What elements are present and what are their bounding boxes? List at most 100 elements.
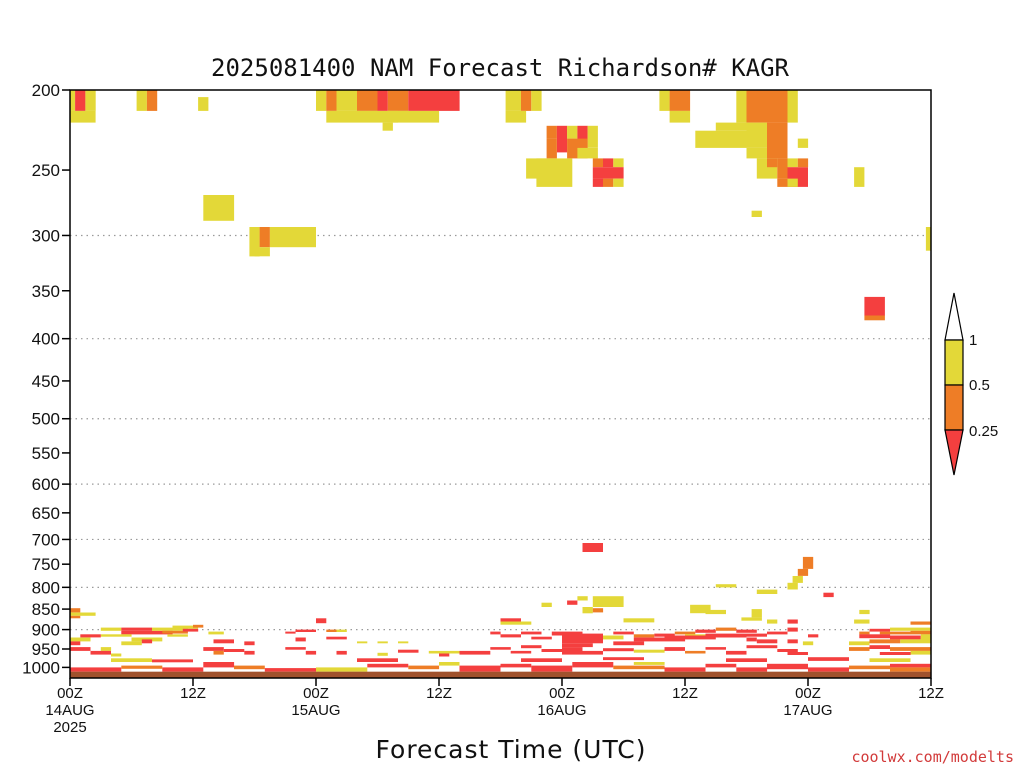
heatmap-cell [751,609,762,618]
heatmap-cell [767,619,778,624]
heatmap-cell [777,649,798,652]
heatmap-cell [577,596,588,601]
heatmap-cell [613,631,634,635]
heatmap-cell [603,635,624,640]
heatmap-cell [80,634,101,638]
heatmap-cell [198,97,209,111]
heatmap-cell [70,647,91,651]
heatmap-cell [521,645,542,649]
legend-level-label: 1 [969,332,977,349]
heatmap-cell [398,649,419,653]
credit-link[interactable]: coolwx.com/modelts [851,748,1014,766]
heatmap-cell [121,627,153,631]
heatmap-cell [326,90,337,111]
grid-lines [70,234,931,631]
heatmap-cell [854,167,865,187]
x-tick-label: 12Z [426,685,452,702]
heatmap-cell [869,628,890,632]
heatmap-cell [70,90,76,111]
heatmap-cell [746,637,757,642]
heatmap-cell [802,641,814,646]
plot-frame [69,89,932,679]
heatmap-cell [326,636,347,640]
heatmap-cell [408,90,460,111]
heatmap-cell [705,609,726,615]
heatmap-cell [316,618,327,624]
heatmap-cell [531,636,552,640]
heatmap-cell [357,658,398,662]
x-tick-label: 15AUG [291,702,340,719]
heatmap-cell [792,576,803,583]
y-tick-label: 500 [32,410,60,429]
heatmap-cell [869,658,911,662]
x-tick-label: 17AUG [783,702,832,719]
ground-band [70,671,931,678]
heatmap-cell [152,659,193,663]
heatmap-cell [562,631,583,644]
heatmap-cell [767,663,808,670]
heatmap-cell [70,608,81,613]
heatmap-cell [541,602,552,607]
heatmap-cell [70,110,96,123]
heatmap-cell [234,665,265,670]
heatmap-cell [613,665,665,670]
heatmap-cell [367,663,409,668]
y-tick-label: 450 [32,372,60,391]
y-tick-label: 700 [32,530,60,549]
heatmap-cell [521,658,562,662]
heatmap-cell [377,641,388,644]
heatmap-cell [531,665,573,672]
heatmap-cell [546,125,557,139]
heatmap-cell [162,630,188,634]
heatmap-cell [121,630,173,635]
heatmap-cell [797,158,809,168]
legend-level-label: 0.5 [969,377,990,394]
heatmap-cell [182,628,199,632]
heatmap-cell [70,612,96,616]
heatmap-cell [213,639,234,644]
heatmap-cell [326,110,399,123]
y-tick-label: 800 [32,578,60,597]
heatmap-cell [705,663,737,668]
heatmap-cell [100,634,132,637]
y-axis: 200 250 300 350 400 450 500 550 600 650 700 750 800 8… [22,81,70,677]
heatmap-cell [582,607,593,614]
heatmap-cell [244,641,255,646]
heatmap-cell [715,584,737,588]
heatmap-cell [562,643,593,648]
heatmap-cell [249,227,260,257]
heatmap-cell [869,645,890,649]
heatmap-cell [777,178,788,187]
y-tick-label: 550 [32,444,60,463]
heatmap-cell [787,639,798,644]
heatmap-cell [510,650,532,654]
legend-bin-yellow [944,339,964,386]
heatmap-cell [70,615,81,619]
heatmap-cell [864,315,885,321]
y-tick-label: 400 [32,330,60,349]
heatmap-cell [305,650,317,655]
heatmap-cell [613,641,645,646]
heatmap-cell [654,633,675,637]
heatmap-cell [797,138,809,148]
heatmap-cell [746,90,788,123]
heatmap-cell [659,90,670,111]
heatmap-cell [172,625,199,629]
heatmap-cell [269,227,316,248]
heatmap-cell [70,641,81,646]
heatmap-cell [223,649,245,652]
heatmap-cell [859,631,870,635]
heatmap-cell [695,629,716,633]
heatmap-cell [316,90,327,111]
heatmap-cell [592,608,604,613]
heatmap-cell [603,178,614,187]
heatmap-cell [531,90,542,111]
heatmap-cell [505,90,521,111]
y-tick-label: 250 [32,161,60,180]
x-tick-label: 00Z [795,685,821,702]
x-tick-label: 12Z [672,685,698,702]
heatmap-cells [70,90,932,672]
heatmap-cell [746,122,767,148]
heatmap-cell [849,647,870,651]
y-tick-label: 350 [32,282,60,301]
